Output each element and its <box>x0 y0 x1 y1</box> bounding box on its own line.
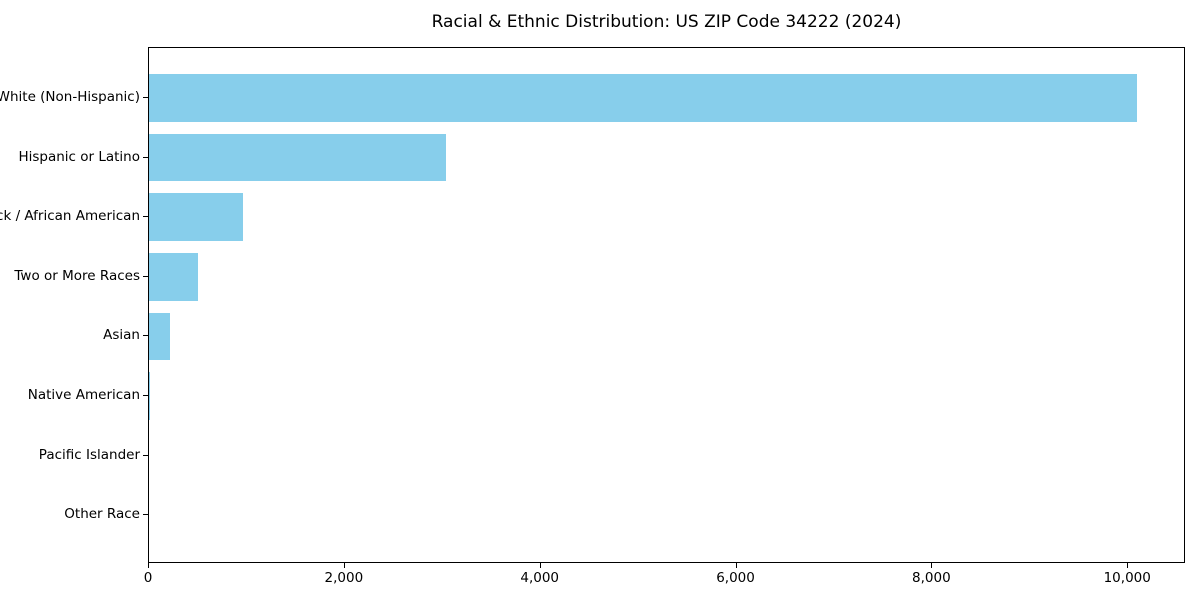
y-tick-label-two-or-more-races: Two or More Races <box>14 267 140 284</box>
bar-white-non-hispanic <box>149 74 1137 122</box>
x-tick-label: 0 <box>143 570 153 586</box>
x-tick <box>735 563 737 568</box>
x-tick <box>931 563 933 568</box>
bar-hispanic-or-latino <box>149 133 446 182</box>
plot-area <box>148 47 1185 563</box>
bar-two-or-more-races <box>149 252 199 301</box>
y-tick <box>143 395 148 396</box>
y-tick-label-black-african-american: Black / African American <box>0 208 140 225</box>
x-tick-label: 4,000 <box>520 570 560 586</box>
x-tick-label: 8,000 <box>912 570 951 586</box>
y-tick <box>143 156 148 158</box>
bar-native-american <box>149 372 151 420</box>
y-tick-label-other-race: Other Race <box>64 506 140 523</box>
y-tick-label-pacific-islander: Pacific Islander <box>38 446 140 463</box>
y-tick <box>143 216 148 218</box>
y-tick <box>143 335 148 337</box>
x-tick-label: 2,000 <box>324 570 364 586</box>
x-tick <box>148 563 149 568</box>
bar-black-african-american <box>149 193 243 242</box>
chart-title: Racial & Ethnic Distribution: US ZIP Cod… <box>431 12 902 32</box>
x-tick <box>343 563 345 568</box>
y-tick-label-hispanic-or-latino: Hispanic or Latino <box>18 148 140 165</box>
x-tick <box>539 563 541 568</box>
y-tick <box>143 97 148 98</box>
y-tick <box>143 275 148 277</box>
x-tick <box>1127 563 1129 568</box>
y-tick-label-asian: Asian <box>103 327 140 344</box>
x-tick-label: 6,000 <box>716 570 755 586</box>
x-tick-label: 10,000 <box>1103 570 1151 586</box>
y-tick <box>143 514 148 516</box>
y-tick <box>143 454 148 456</box>
y-tick-label-native-american: Native American <box>27 387 140 403</box>
y-tick-label-white-non-hispanic: White (Non-Hispanic) <box>0 89 140 105</box>
bar-asian <box>149 312 170 361</box>
